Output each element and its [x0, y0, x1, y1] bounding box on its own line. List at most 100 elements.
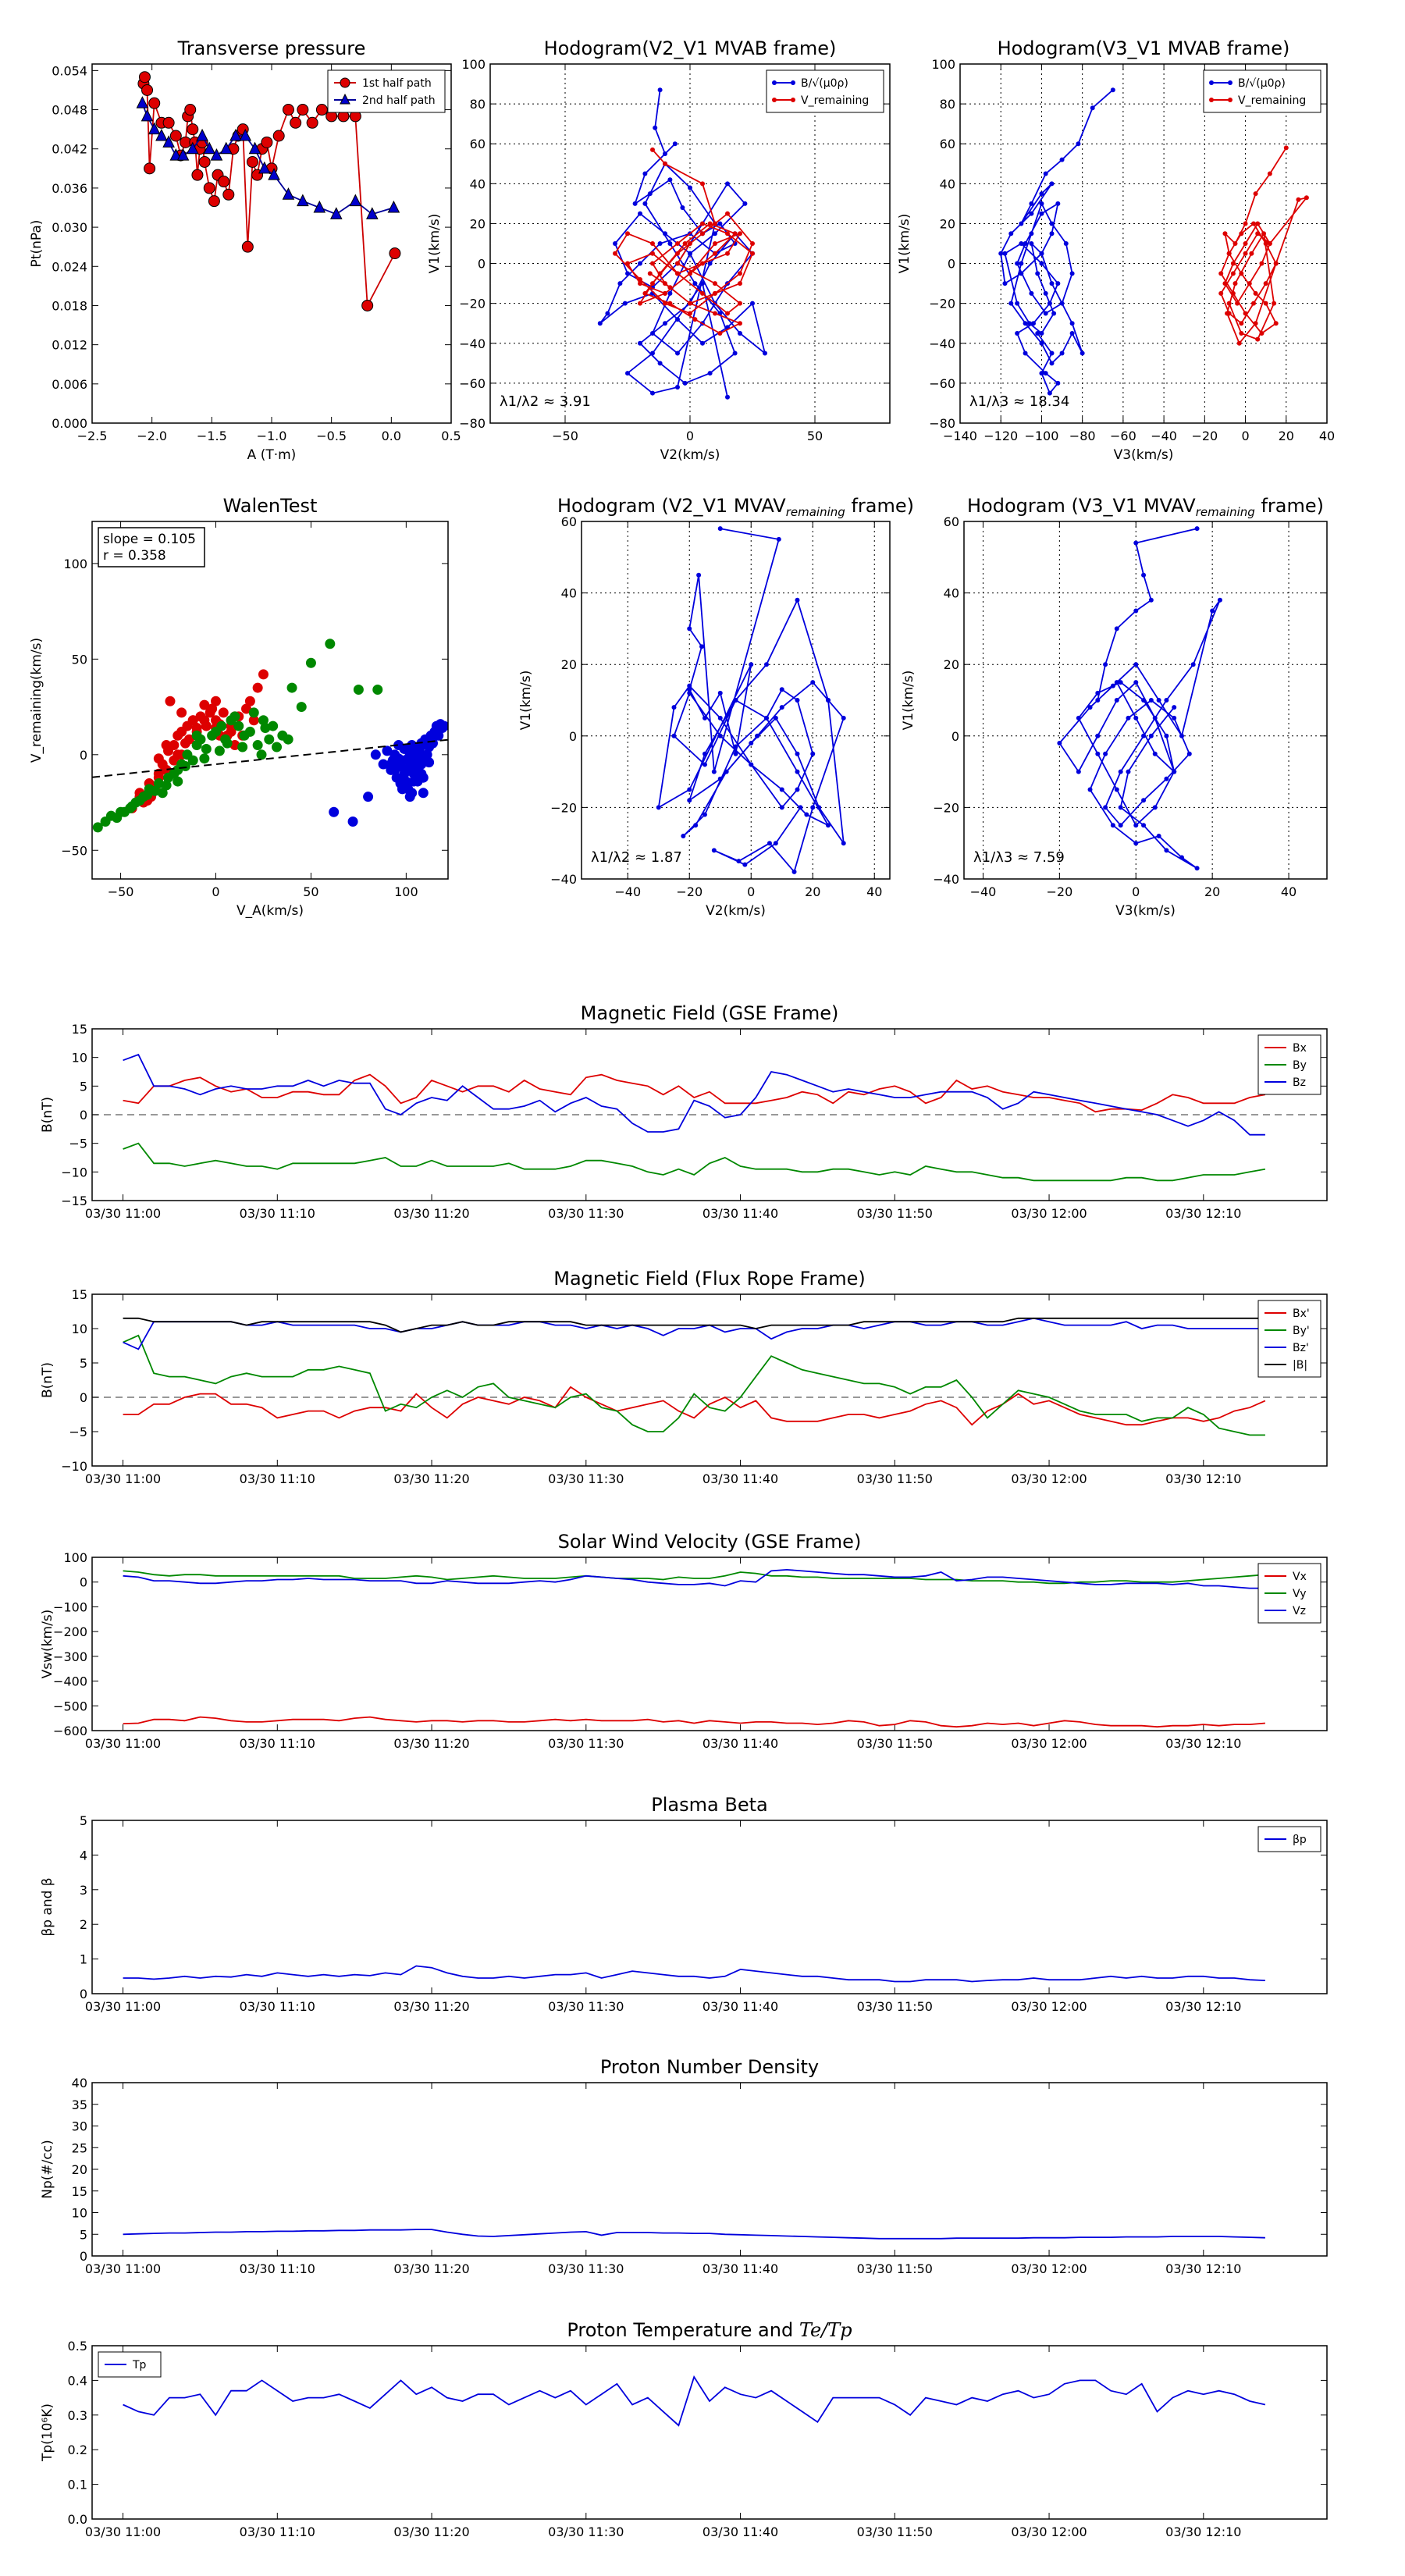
scatter-point [214, 745, 225, 756]
y-axis-label: B(nT) [40, 1097, 55, 1133]
x-tick-label: 03/30 11:00 [85, 2524, 161, 2539]
y-tick-label: 60 [940, 137, 955, 151]
scatter-point [258, 669, 269, 680]
y-tick-label: 0.2 [68, 2443, 87, 2457]
y-tick-label: 3 [80, 1883, 87, 1898]
scatter-point [283, 734, 293, 745]
data-point [650, 390, 655, 396]
legend-label: B/√(μ0ρ) [801, 77, 848, 90]
y-tick-label: 5 [80, 1079, 87, 1094]
data-point [1283, 145, 1289, 151]
scatter-point [229, 711, 240, 722]
data-point [219, 141, 233, 155]
data-point [315, 104, 328, 116]
x-tick-label: 03/30 12:00 [1011, 2261, 1087, 2276]
x-tick-label: −2.5 [77, 429, 108, 443]
scatter-point [112, 813, 123, 824]
data-point [795, 751, 800, 756]
chart-title: Plasma Beta [651, 1794, 767, 1816]
legend-label: By [1293, 1059, 1307, 1072]
data-point [738, 331, 742, 336]
data-point [1226, 301, 1232, 306]
data-point [1043, 290, 1048, 296]
data-point [144, 162, 156, 175]
x-tick-label: 03/30 11:50 [857, 1471, 933, 1486]
data-point [638, 301, 642, 306]
data-point [1164, 848, 1169, 853]
x-tick-label: 0 [1241, 429, 1249, 443]
data-point [140, 109, 154, 122]
y-tick-label: −80 [459, 416, 486, 431]
data-point [1029, 231, 1034, 237]
plot-area [123, 1317, 1266, 1436]
data-point [1133, 540, 1139, 546]
data-point [1225, 311, 1230, 316]
data-point [1164, 776, 1169, 781]
data-point [1008, 301, 1014, 306]
data-point [1049, 361, 1055, 366]
data-point [1055, 201, 1061, 206]
legend-label: V_remaining [1238, 94, 1306, 107]
data-point [1296, 197, 1301, 202]
legend-label: Vz [1293, 1605, 1306, 1617]
plot-area [123, 1965, 1265, 1983]
stats-text: r = 0.358 [103, 548, 166, 564]
data-point [688, 311, 692, 316]
data-point [1152, 715, 1158, 720]
x-tick-label: 03/30 11:50 [857, 1999, 933, 2014]
data-point [713, 251, 717, 256]
data-point [1239, 231, 1244, 237]
data-point [148, 97, 161, 109]
y-tick-label: 100 [461, 57, 486, 72]
data-point [738, 281, 742, 286]
data-point [675, 261, 680, 266]
legend-label: βp [1293, 1834, 1307, 1846]
scatter-point [353, 685, 364, 696]
chart-np: 03/30 11:00 03/30 11:10 03/30 11:20 03/30 1… [40, 2056, 1328, 2276]
scatter-point [248, 707, 259, 718]
y-tick-label: 0.048 [52, 103, 87, 118]
legend-label: By' [1293, 1325, 1310, 1337]
data-point [717, 776, 723, 781]
y-tick-label: 10 [72, 2206, 87, 2221]
data-point [663, 161, 667, 166]
y-tick-label: 0.030 [52, 220, 87, 235]
legend-label: Tp [132, 2359, 147, 2371]
legend [1257, 1826, 1321, 1852]
data-point [387, 200, 400, 213]
data-point [638, 211, 642, 216]
chart-temp: 03/30 11:00 03/30 11:10 03/30 11:20 03/30 1… [40, 2319, 1328, 2539]
y-tick-label: −20 [459, 297, 486, 311]
x-tick-label: 03/30 11:50 [857, 1206, 933, 1221]
data-point [773, 841, 778, 846]
data-point [1164, 733, 1169, 738]
data-point [1164, 698, 1169, 703]
data-point [667, 177, 673, 183]
data-point [261, 136, 273, 148]
data-point [1015, 261, 1020, 266]
scatter-point [252, 682, 263, 693]
x-tick-label: 03/30 12:10 [1165, 1736, 1241, 1751]
y-tick-label: 0.054 [52, 63, 87, 78]
data-point [1118, 680, 1123, 685]
scatter-point [286, 682, 297, 693]
scatter-point [329, 806, 340, 817]
data-point [222, 188, 235, 201]
data-point [707, 261, 713, 266]
data-point [1090, 105, 1095, 111]
scatter-point [418, 772, 429, 783]
data-point [642, 171, 648, 176]
data-point [1049, 281, 1055, 286]
title-tail: frame) [1255, 495, 1324, 517]
data-point [663, 321, 667, 326]
y-tick-label: 40 [944, 586, 959, 601]
data-point [1095, 751, 1101, 756]
data-point [191, 169, 204, 181]
x-tick-label: 03/30 11:20 [393, 2524, 469, 2539]
series-line-tp [123, 2375, 1266, 2427]
scatter-point [272, 742, 283, 753]
chart-title: Hodogram(V2_V1 MVAB frame) [544, 37, 837, 59]
series-line-by [123, 1142, 1266, 1182]
data-point [1029, 241, 1034, 246]
